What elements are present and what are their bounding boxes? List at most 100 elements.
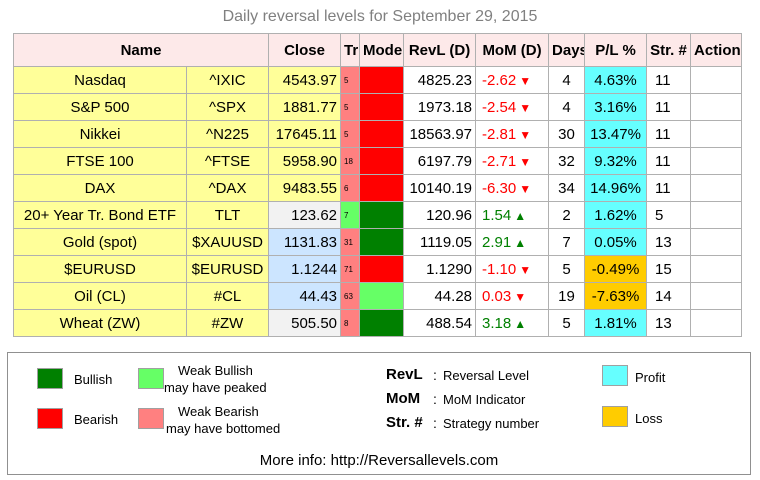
bullish-swatch — [37, 368, 63, 389]
weak-bullish-note: may have peaked — [164, 380, 267, 395]
row-ticker: ^N225 — [185, 120, 270, 148]
row-strategy: 14 — [646, 282, 692, 310]
row-mode — [359, 201, 405, 229]
arrow-down-icon: ▼ — [514, 289, 527, 304]
row-name: Nasdaq — [13, 66, 187, 94]
row-pl: 13.47% — [584, 120, 648, 148]
row-action — [690, 147, 743, 175]
row-ticker: ^IXIC — [185, 66, 270, 94]
arrow-up-icon: ▲ — [514, 208, 527, 223]
row-revl: 44.28 — [403, 282, 477, 310]
row-tr: 5 — [340, 66, 361, 94]
table-row: S&P 500 ^SPX 1881.77 5 1973.18 -2.54 ▼ 4 3.16% 11 — [13, 93, 743, 121]
more-info-link[interactable]: More info: http://Reversallevels.com — [259, 452, 499, 469]
header-mode: Mode — [359, 33, 405, 67]
row-mom: -6.30 ▼ — [475, 174, 550, 202]
bearish-label: Bearish — [74, 412, 119, 427]
row-action — [690, 93, 743, 121]
table-row: Nikkei ^N225 17645.11 5 18563.97 -2.81 ▼ 30 13.4… — [13, 120, 743, 148]
row-name: Gold (spot) — [13, 228, 187, 256]
bearish-swatch — [37, 408, 63, 429]
row-name: Oil (CL) — [13, 282, 187, 310]
header-name: Name — [12, 33, 270, 67]
row-mom: 3.18 ▲ — [475, 309, 550, 337]
arrow-down-icon: ▼ — [519, 154, 532, 169]
row-ticker: ^DAX — [185, 174, 270, 202]
row-revl: 1119.05 — [403, 228, 477, 256]
table-row: DAX ^DAX 9483.55 6 10140.19 -6.30 ▼ 34 14.96% 11 — [13, 174, 743, 202]
row-strategy: 15 — [646, 255, 692, 283]
row-name: Nikkei — [13, 120, 187, 148]
row-mode — [359, 66, 405, 94]
row-close: 9483.55 — [268, 174, 342, 202]
revl-key: RevL — [386, 366, 423, 383]
row-ticker: ^SPX — [185, 93, 270, 121]
row-mom: 2.91 ▲ — [475, 228, 550, 256]
row-mom-value: -2.71 — [482, 152, 517, 170]
row-pl: -7.63% — [584, 282, 648, 310]
arrow-up-icon: ▲ — [514, 316, 527, 331]
row-days: 2 — [548, 201, 586, 229]
arrow-down-icon: ▼ — [519, 262, 532, 277]
row-strategy: 11 — [646, 147, 692, 175]
row-ticker: #CL — [185, 282, 270, 310]
row-mom: 1.54 ▲ — [475, 201, 550, 229]
weak-bullish-swatch — [138, 368, 164, 389]
row-name: Wheat (ZW) — [13, 309, 187, 337]
row-days: 7 — [548, 228, 586, 256]
row-days: 5 — [548, 309, 586, 337]
table-row: $EURUSD $EURUSD 1.1244 71 1.1290 -1.10 ▼ 5 -0.49… — [13, 255, 743, 283]
header-tr: Tr — [340, 33, 361, 67]
str-key: Str. # — [386, 414, 423, 431]
table-row: Oil (CL) #CL 44.43 63 44.28 0.03 ▼ 19 -7.63% 14 — [13, 282, 743, 310]
row-strategy: 11 — [646, 66, 692, 94]
row-action — [690, 120, 743, 148]
row-action — [690, 174, 743, 202]
header-days: Days — [548, 33, 586, 67]
mom-key: MoM — [386, 390, 421, 407]
table-row: Gold (spot) $XAUUSD 1131.83 31 1119.05 2.91 ▲ 7… — [13, 228, 743, 256]
row-ticker: $XAUUSD — [185, 228, 270, 256]
row-mom-value: -2.62 — [482, 71, 517, 89]
header-revl: RevL (D) — [403, 33, 477, 67]
row-days: 19 — [548, 282, 586, 310]
row-pl: 4.63% — [584, 66, 648, 94]
row-action — [690, 282, 743, 310]
row-action — [690, 255, 743, 283]
row-close: 4543.97 — [268, 66, 342, 94]
revl-desc: Reversal Level — [443, 368, 529, 383]
row-tr: 63 — [340, 282, 361, 310]
row-tr: 31 — [340, 228, 361, 256]
row-action — [690, 309, 743, 337]
row-strategy: 13 — [646, 309, 692, 337]
weak-bearish-swatch — [138, 408, 164, 429]
arrow-down-icon: ▼ — [519, 127, 532, 142]
row-ticker: ^FTSE — [185, 147, 270, 175]
bullish-label: Bullish — [74, 372, 113, 387]
row-close: 1131.83 — [268, 228, 342, 256]
row-revl: 10140.19 — [403, 174, 477, 202]
row-mom: -1.10 ▼ — [475, 255, 550, 283]
row-close: 123.62 — [268, 201, 342, 229]
row-mode — [359, 174, 405, 202]
row-revl: 1973.18 — [403, 93, 477, 121]
row-days: 30 — [548, 120, 586, 148]
row-pl: 3.16% — [584, 93, 648, 121]
table-row: Nasdaq ^IXIC 4543.97 5 4825.23 -2.62 ▼ 4 4.63% 11 — [13, 66, 743, 94]
row-mom-value: -6.30 — [482, 179, 517, 197]
row-days: 32 — [548, 147, 586, 175]
weak-bullish-label: Weak Bullish — [178, 363, 253, 378]
row-close: 1881.77 — [268, 93, 342, 121]
row-mode — [359, 147, 405, 175]
row-mom-value: 1.54 — [482, 206, 512, 224]
row-revl: 488.54 — [403, 309, 477, 337]
row-mom: -2.54 ▼ — [475, 93, 550, 121]
reversal-levels-table: Name Close Tr Mode RevL (D) MoM (D) Days… — [12, 33, 743, 337]
header-action: Action — [690, 33, 743, 67]
arrow-down-icon: ▼ — [519, 181, 532, 196]
row-mode — [359, 255, 405, 283]
row-mom-value: -2.81 — [482, 125, 517, 143]
row-mom-value: 0.03 — [482, 287, 512, 305]
row-revl: 1.1290 — [403, 255, 477, 283]
row-strategy: 11 — [646, 93, 692, 121]
